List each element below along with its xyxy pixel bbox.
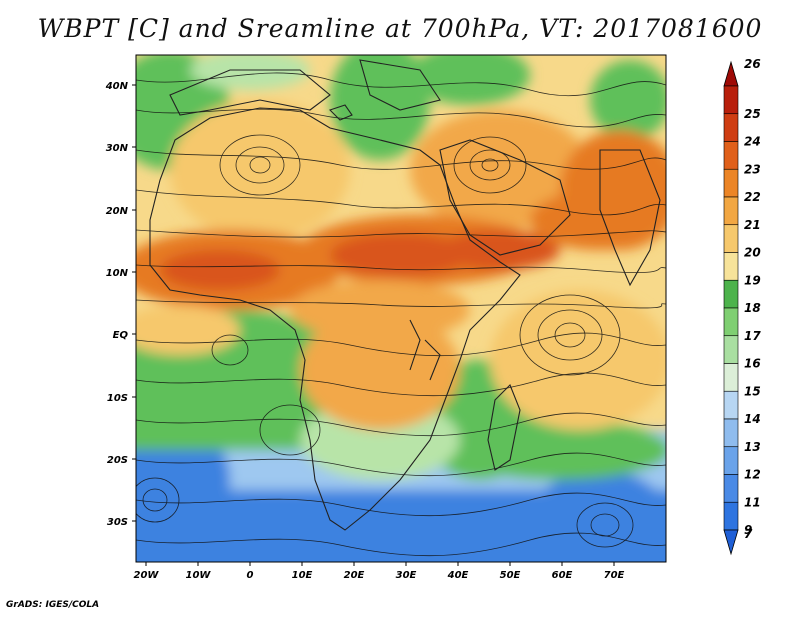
lon-label-10e: 10E [292,570,313,581]
colorbar-label: 7 [744,527,753,541]
colorbar-swatch [723,113,739,142]
lon-label-60e: 60E [552,570,573,581]
colorbar-label: 21 [744,218,761,232]
lat-label-30n: 30N [106,143,129,154]
colorbar-swatch [723,335,739,364]
colorbar-swatch [723,307,739,337]
colorbar-swatch [723,85,739,115]
map-title: WBPT [C] and Sreamline at 700hPa, VT: 20… [37,14,763,43]
colorbar-label: 13 [744,440,761,454]
wbpt-field [136,55,666,562]
lat-label-20s: 20S [107,455,128,466]
colorbar: 26 25 24 23 22 21 20 19 18 17 16 15 14 13 12 11 97 [723,57,761,556]
lat-label-10n: 10N [106,268,129,279]
latitude-axis: 40N 30N 20N 10N EQ 10S 20S 30S [105,81,136,528]
lon-label-20e: 20E [344,570,365,581]
credit-text: GrADS: IGES/COLA [6,600,100,610]
lon-label-30e: 30E [396,570,417,581]
plot-frame [135,54,667,563]
colorbar-swatch [723,252,739,281]
colorbar-label: 24 [744,135,761,149]
colorbar-swatch [723,224,739,253]
lat-label-20n: 20N [106,206,129,217]
colorbar-swatch [723,474,739,503]
colorbar-label: 25 [744,107,761,121]
colorbar-label: 19 [744,273,761,287]
colorbar-swatch [723,196,739,226]
lat-label-eq: EQ [113,330,129,341]
colorbar-label: 16 [744,357,761,371]
colorbar-label: 11 [744,495,761,509]
lat-label-10s: 10S [107,393,128,404]
colorbar-swatch [723,168,739,198]
colorbar-label: 26 [744,57,761,71]
colorbar-label: 9 [744,523,752,537]
colorbar-swatch [723,279,739,309]
lat-label-40n: 40N [105,81,129,92]
colorbar-swatch [723,418,739,448]
lon-label-50e: 50E [500,570,521,581]
lon-label-20w: 20W [134,570,160,581]
coastlines [149,59,661,531]
lat-label-30s: 30S [107,517,128,528]
colorbar-label: 15 [744,384,761,398]
longitude-axis: 20W 10W 0 10E 20E 30E 40E 50E 60E 70E [134,562,625,581]
colorbar-swatch [723,363,739,392]
colorbar-label: 20 [744,246,761,260]
colorbar-label: 18 [744,301,761,315]
lon-label-40e: 40E [447,570,469,581]
colorbar-label: 17 [744,329,761,343]
colorbar-label: 23 [744,162,761,176]
colorbar-bottom-arrow [723,529,739,556]
colorbar-label: 22 [744,190,761,204]
colorbar-label: 12 [744,468,761,482]
colorbar-swatch [723,446,739,475]
colorbar-swatch [723,501,739,531]
lon-label-10w: 10W [186,570,212,581]
streamlines [136,72,666,557]
lon-label-70e: 70E [604,570,625,581]
lon-label-0: 0 [247,570,254,581]
colorbar-label: 14 [744,412,761,426]
colorbar-swatch [723,390,739,420]
colorbar-top-arrow [723,60,739,87]
colorbar-swatch [723,141,739,170]
